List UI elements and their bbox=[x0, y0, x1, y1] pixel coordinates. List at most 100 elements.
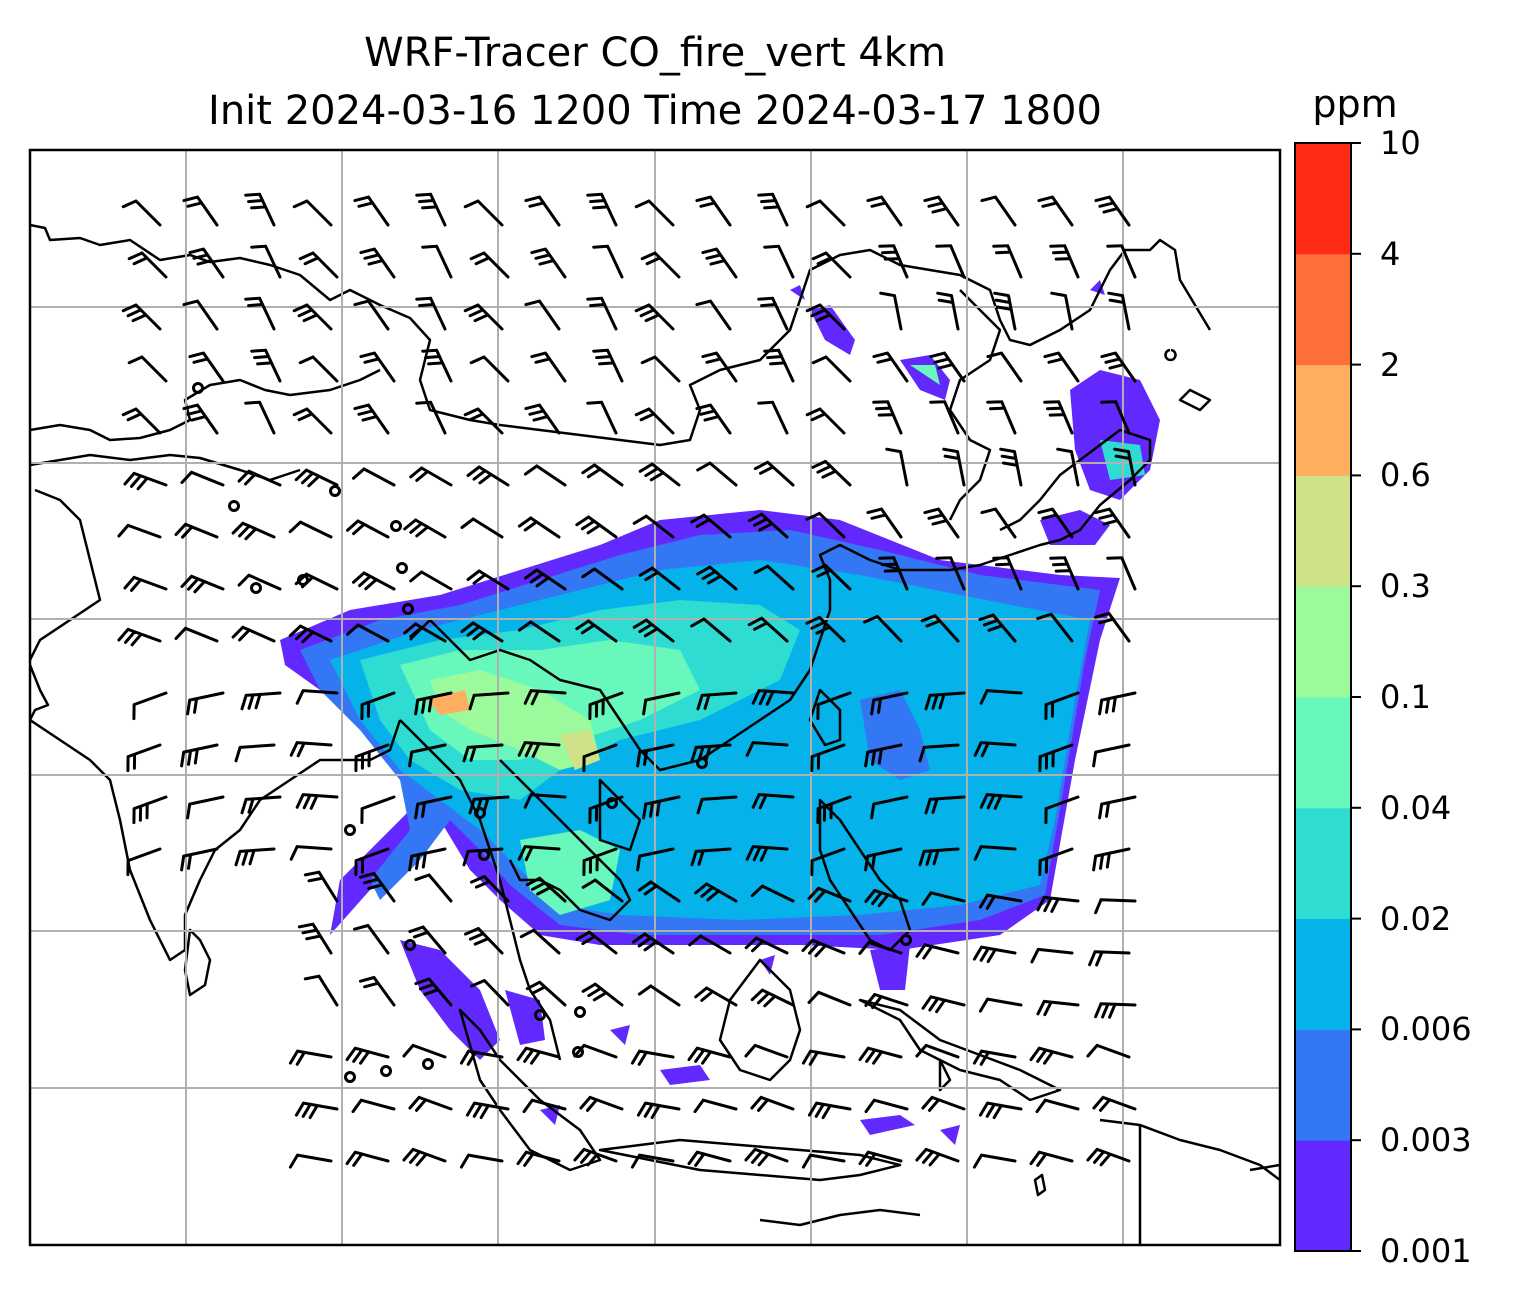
wind-barb bbox=[354, 743, 390, 773]
wind-barb bbox=[188, 351, 225, 383]
wind-barb bbox=[878, 556, 909, 591]
wind-barb bbox=[1088, 950, 1131, 967]
wind-barb bbox=[298, 251, 339, 279]
wind-barb bbox=[753, 460, 795, 487]
wind-barb bbox=[1036, 612, 1074, 643]
wind-barb bbox=[359, 247, 396, 279]
wind-barb bbox=[525, 980, 567, 1007]
wind-barb bbox=[757, 192, 789, 227]
colorbar-tick-label: 0.003 bbox=[1380, 1121, 1472, 1160]
wind-barb bbox=[1035, 1098, 1080, 1114]
wind-barb bbox=[978, 1101, 1023, 1120]
wind-barb bbox=[468, 795, 510, 815]
wind-barb bbox=[352, 571, 396, 591]
wind-barbs bbox=[117, 192, 1137, 1169]
wind-barb bbox=[634, 199, 675, 227]
wind-barb bbox=[640, 355, 681, 383]
calm-wind-marker bbox=[534, 1009, 546, 1021]
wind-barb bbox=[353, 299, 390, 331]
wind-barb bbox=[816, 691, 852, 721]
wind-barb bbox=[126, 743, 162, 773]
wind-barb bbox=[469, 355, 510, 383]
wind-barb bbox=[992, 244, 1023, 279]
calm-wind-marker bbox=[478, 849, 490, 861]
calm-wind-marker bbox=[380, 1065, 392, 1077]
wind-barb bbox=[188, 247, 225, 279]
wind-barb bbox=[1094, 195, 1131, 227]
wind-barb bbox=[250, 244, 282, 279]
wind-barb bbox=[992, 556, 1023, 591]
wind-barb bbox=[631, 932, 675, 955]
map-title-line2: Init 2024-03-16 1200 Time 2024-03-17 180… bbox=[208, 88, 1102, 134]
wind-barb bbox=[586, 296, 618, 331]
wind-barb bbox=[174, 522, 219, 539]
wind-barb bbox=[295, 689, 339, 705]
wind-barb bbox=[360, 691, 396, 721]
wind-barb bbox=[745, 741, 789, 757]
wind-barb bbox=[182, 195, 219, 227]
wind-barb bbox=[353, 403, 390, 435]
wind-barb bbox=[1049, 244, 1080, 279]
wind-barb bbox=[237, 573, 282, 591]
wind-barb bbox=[517, 516, 561, 539]
wind-barb bbox=[921, 891, 966, 906]
wind-barb bbox=[292, 199, 333, 227]
wind-barb bbox=[530, 247, 567, 279]
wind-barb bbox=[592, 348, 624, 383]
wind-barb bbox=[1094, 507, 1131, 539]
wind-barb bbox=[421, 244, 453, 279]
wind-barb bbox=[638, 462, 681, 487]
wind-barb bbox=[586, 192, 618, 227]
colorbar-segment bbox=[1295, 1140, 1351, 1252]
wind-barb bbox=[414, 795, 453, 820]
wind-barb bbox=[864, 889, 909, 908]
wind-barb bbox=[979, 689, 1023, 705]
wind-barb bbox=[920, 614, 960, 643]
colorbar-segment bbox=[1295, 586, 1351, 698]
wind-barb bbox=[805, 615, 846, 643]
wind-barb bbox=[918, 743, 960, 763]
wind-barb bbox=[801, 1049, 846, 1066]
wind-barb bbox=[696, 461, 738, 487]
wind-barb bbox=[918, 847, 960, 867]
wind-barb bbox=[1106, 556, 1137, 591]
wind-barb bbox=[421, 348, 453, 383]
wind-barb bbox=[345, 1046, 390, 1065]
wind-barb bbox=[807, 1101, 852, 1120]
wind-barb bbox=[978, 613, 1017, 643]
wind-barb bbox=[517, 620, 561, 643]
colorbar-tick-label: 0.1 bbox=[1380, 678, 1431, 716]
wind-barb bbox=[757, 400, 789, 435]
wind-barb bbox=[465, 1101, 510, 1120]
wind-barb bbox=[972, 945, 1017, 964]
calm-wind-marker bbox=[900, 934, 912, 946]
wind-barb bbox=[885, 447, 909, 487]
wind-barb bbox=[999, 447, 1023, 487]
wind-barb bbox=[630, 1049, 675, 1066]
colorbar-segment bbox=[1295, 364, 1351, 476]
wind-barb bbox=[592, 244, 624, 279]
wind-barb bbox=[695, 195, 732, 227]
colorbar-unit-label: ppm bbox=[1312, 82, 1398, 126]
wind-barb bbox=[1037, 195, 1074, 227]
wind-barb bbox=[469, 251, 510, 279]
colorbar-tick-label: 0.3 bbox=[1380, 567, 1431, 606]
wind-barb bbox=[696, 565, 738, 591]
wind-barb bbox=[295, 793, 339, 810]
wind-barb bbox=[745, 845, 789, 862]
wind-barb bbox=[811, 251, 852, 279]
wind-barb bbox=[634, 303, 675, 331]
colorbar-tick-label: 0.04 bbox=[1380, 788, 1452, 827]
wind-barb bbox=[517, 741, 561, 758]
wind-barb bbox=[695, 403, 732, 435]
calm-wind-marker bbox=[396, 562, 408, 574]
wind-barb bbox=[573, 1147, 618, 1167]
calm-wind-marker bbox=[606, 797, 618, 809]
wind-barb bbox=[524, 403, 561, 435]
wind-barb bbox=[402, 1043, 447, 1059]
wind-barb bbox=[870, 691, 909, 716]
wind-barb bbox=[575, 930, 618, 955]
wind-barb bbox=[878, 244, 909, 279]
wind-barb bbox=[986, 400, 1017, 435]
wind-barb bbox=[1113, 447, 1137, 487]
